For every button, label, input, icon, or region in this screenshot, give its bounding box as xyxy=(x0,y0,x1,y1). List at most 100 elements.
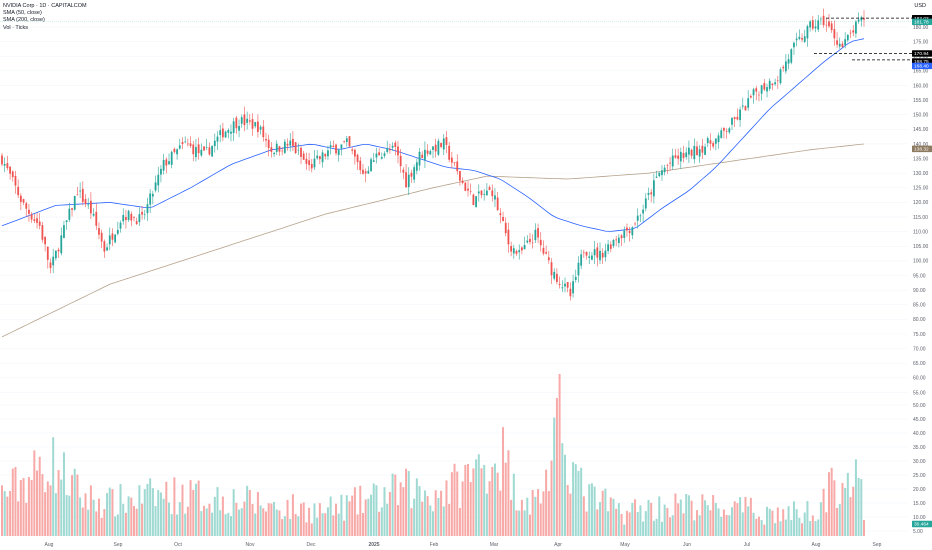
candle-body xyxy=(499,213,502,216)
candle-body xyxy=(582,252,585,254)
candle-body xyxy=(846,34,849,41)
volume-bar xyxy=(558,373,561,536)
candle-body xyxy=(380,157,383,159)
volume-bar xyxy=(189,480,192,536)
volume-bar xyxy=(378,511,381,536)
candle-body xyxy=(73,196,76,210)
volume-bar xyxy=(149,478,152,536)
volume-bar xyxy=(251,503,254,536)
volume-bar xyxy=(652,520,655,536)
candle-body xyxy=(273,152,275,155)
candle-body xyxy=(779,69,782,84)
chart-legend: NVIDIA Corp · 1D · CAPITALCOM SMA (50, c… xyxy=(3,3,87,32)
volume-bar xyxy=(135,508,138,536)
candle-body xyxy=(211,145,214,157)
volume-bar xyxy=(809,521,812,536)
volume-bar xyxy=(685,493,688,536)
volume-bar xyxy=(138,485,141,536)
volume-bar xyxy=(219,510,222,536)
candle-body xyxy=(52,256,55,266)
volume-bar xyxy=(84,493,87,536)
candle-body xyxy=(38,221,41,226)
candle-body xyxy=(176,149,178,155)
volume-bar xyxy=(240,508,243,536)
x-tick-label: Aug xyxy=(812,542,821,548)
volume-bar xyxy=(771,510,774,536)
volume-bar xyxy=(857,477,860,536)
candle-body xyxy=(367,170,370,174)
y-tick-label: 75.00 xyxy=(913,332,926,338)
y-tick-label: 140.00 xyxy=(913,142,929,148)
legend-sma50[interactable]: SMA (50, close) xyxy=(3,10,42,17)
volume-bar xyxy=(475,459,478,536)
candle-body xyxy=(863,18,865,20)
candle-body xyxy=(450,157,453,163)
candle-body xyxy=(456,161,459,172)
candle-body xyxy=(60,235,63,254)
candle-body xyxy=(22,199,25,203)
volume-bar xyxy=(461,481,464,536)
volume-bar xyxy=(14,466,17,536)
candle-body xyxy=(227,130,230,133)
volume-bar xyxy=(81,507,84,536)
candle-body xyxy=(658,172,661,177)
legend-title[interactable]: NVIDIA Corp · 1D · CAPITALCOM xyxy=(3,3,87,9)
candle-body xyxy=(95,211,98,226)
candle-body xyxy=(760,85,763,94)
candle-body xyxy=(41,225,44,240)
volume-bar xyxy=(458,507,461,536)
candle-body xyxy=(292,138,294,146)
volume-bar xyxy=(405,468,408,536)
volume-bar xyxy=(1,485,3,536)
candle-body xyxy=(636,215,639,221)
legend-volume[interactable]: Vol · Ticks xyxy=(3,24,29,31)
volume-bar xyxy=(701,494,704,536)
candle-body xyxy=(243,114,246,126)
candle-body xyxy=(289,140,292,146)
volume-bar xyxy=(658,496,661,536)
volume-bar xyxy=(725,514,728,536)
volume-bar xyxy=(782,509,785,536)
candle-body xyxy=(300,147,302,157)
candle-body xyxy=(434,144,437,152)
volume-bar xyxy=(779,521,782,536)
legend-sma200[interactable]: SMA (200, close) xyxy=(3,17,45,24)
candle-body xyxy=(203,146,205,151)
volume-bar xyxy=(238,509,241,536)
candle-body xyxy=(221,128,224,138)
candle-body xyxy=(661,170,663,176)
time-axis[interactable]: Aug Sep Oct Nov Dec 2025 Feb Mar Apr May Jun Jul Aug… xyxy=(45,542,882,548)
candle-body xyxy=(200,149,203,156)
volume-bar xyxy=(197,480,200,536)
candle-body xyxy=(418,151,421,166)
price-tag-last: 181.78 xyxy=(912,18,932,25)
volume-bar xyxy=(256,492,259,536)
candle-body xyxy=(518,250,521,253)
volume-bar xyxy=(795,509,798,536)
tag-label: 170.94 xyxy=(914,51,929,57)
price-axis[interactable]: 5.00 10.00 15.00 20.00 25.00 30.00 35.00 40.00 4… xyxy=(913,25,929,535)
volume-bar xyxy=(335,503,338,536)
candle-body xyxy=(81,188,84,202)
candle-body xyxy=(254,122,257,127)
volume-bar xyxy=(116,514,119,536)
candle-body xyxy=(461,180,464,183)
candle-body xyxy=(230,131,232,134)
volume-bar xyxy=(755,518,758,536)
candle-body xyxy=(440,142,442,147)
volume-bar xyxy=(270,503,273,536)
chart-grid xyxy=(0,26,907,532)
candle-body xyxy=(685,152,688,157)
volume-bar xyxy=(518,510,521,536)
candle-body xyxy=(520,247,523,251)
volume-bar xyxy=(623,524,626,536)
volume-bar xyxy=(49,485,52,536)
candle-body xyxy=(251,119,254,129)
candle-body xyxy=(297,149,300,151)
volume-bar xyxy=(690,500,693,536)
currency-label[interactable]: USD xyxy=(914,3,926,9)
volume-bar xyxy=(124,512,127,536)
candle-body xyxy=(682,153,685,158)
candle-body xyxy=(599,250,601,261)
